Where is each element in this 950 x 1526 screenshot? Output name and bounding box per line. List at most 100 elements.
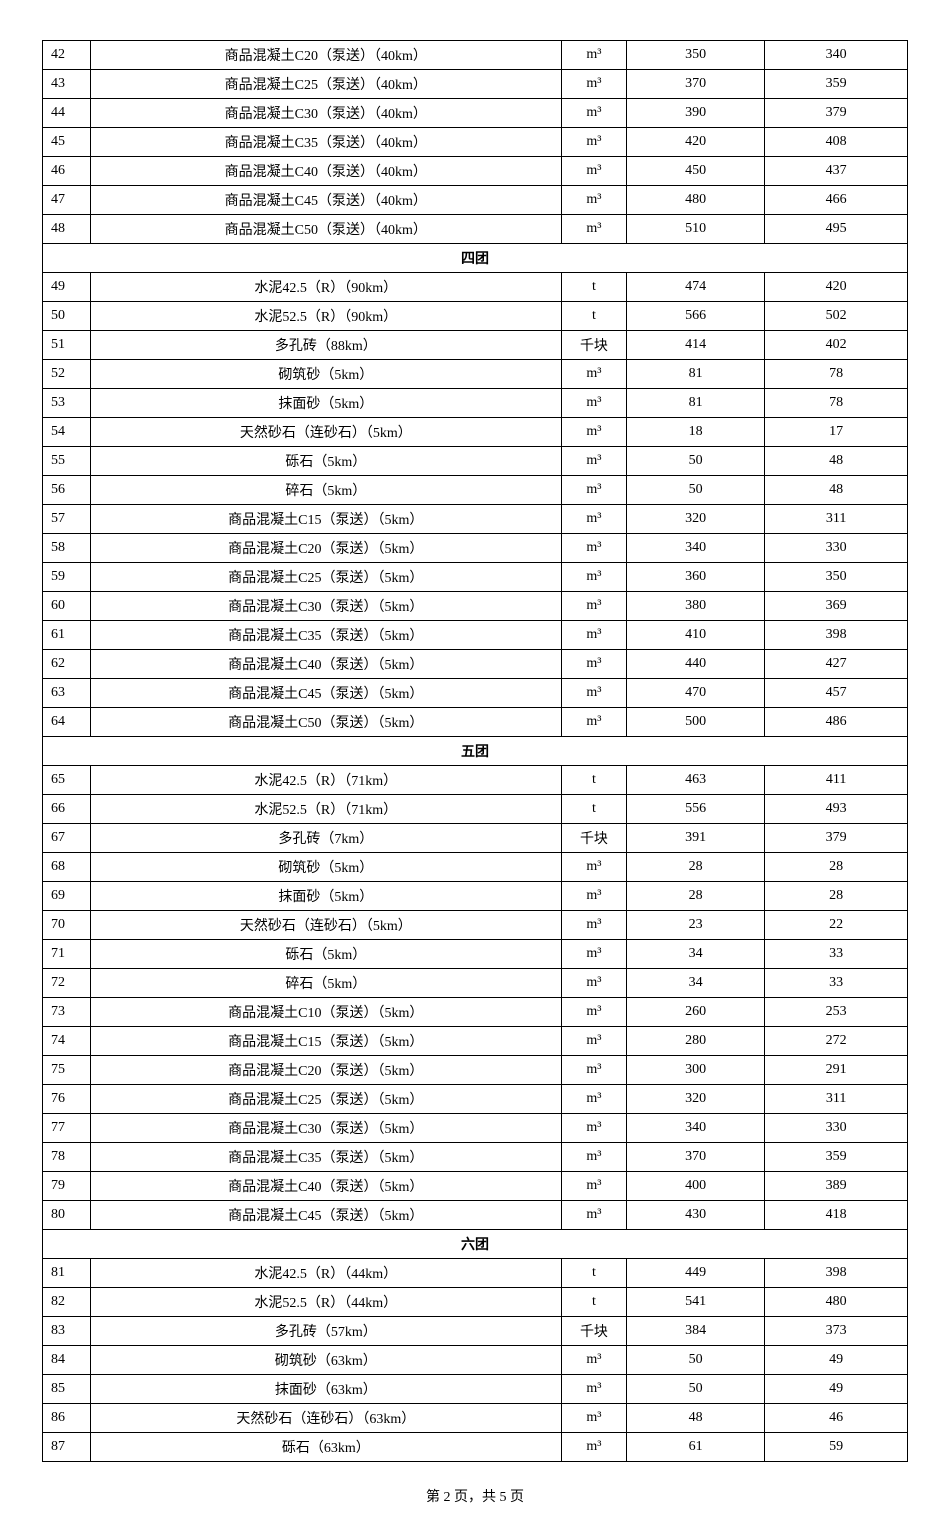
row-price1: 300: [626, 1056, 764, 1085]
row-name: 天然砂石（连砂石）（63km）: [90, 1404, 561, 1433]
row-name: 商品混凝土C35（泵送）（40km）: [90, 128, 561, 157]
table-row: 47商品混凝土C45（泵送）（40km）m³480466: [43, 186, 908, 215]
row-index: 56: [43, 476, 91, 505]
row-index: 86: [43, 1404, 91, 1433]
table-row: 51多孔砖（88km）千块414402: [43, 331, 908, 360]
row-name: 商品混凝土C30（泵送）（5km）: [90, 592, 561, 621]
table-row: 60商品混凝土C30（泵送）（5km）m³380369: [43, 592, 908, 621]
row-price2: 408: [765, 128, 908, 157]
row-price2: 379: [765, 99, 908, 128]
row-index: 64: [43, 708, 91, 737]
row-name: 商品混凝土C15（泵送）（5km）: [90, 1027, 561, 1056]
row-price2: 48: [765, 476, 908, 505]
table-row: 45商品混凝土C35（泵送）（40km）m³420408: [43, 128, 908, 157]
row-name: 商品混凝土C20（泵送）（5km）: [90, 1056, 561, 1085]
table-row: 49水泥42.5（R）（90km）t474420: [43, 273, 908, 302]
row-name: 多孔砖（88km）: [90, 331, 561, 360]
table-row: 65水泥42.5（R）（71km）t463411: [43, 766, 908, 795]
row-price2: 420: [765, 273, 908, 302]
row-price2: 330: [765, 534, 908, 563]
row-price2: 359: [765, 1143, 908, 1172]
row-unit: m³: [562, 70, 627, 99]
row-price2: 28: [765, 882, 908, 911]
row-index: 50: [43, 302, 91, 331]
row-name: 商品混凝土C20（泵送）（5km）: [90, 534, 561, 563]
row-unit: m³: [562, 621, 627, 650]
row-unit: m³: [562, 1056, 627, 1085]
row-name: 商品混凝土C25（泵送）（5km）: [90, 563, 561, 592]
row-name: 商品混凝土C25（泵送）（5km）: [90, 1085, 561, 1114]
row-name: 砾石（5km）: [90, 940, 561, 969]
row-unit: m³: [562, 882, 627, 911]
row-price2: 359: [765, 70, 908, 99]
row-unit: m³: [562, 215, 627, 244]
row-name: 商品混凝土C40（泵送）（40km）: [90, 157, 561, 186]
table-row: 63商品混凝土C45（泵送）（5km）m³470457: [43, 679, 908, 708]
row-unit: 千块: [562, 824, 627, 853]
row-price2: 28: [765, 853, 908, 882]
section-title: 四团: [43, 244, 908, 273]
row-unit: t: [562, 273, 627, 302]
row-unit: m³: [562, 1201, 627, 1230]
row-name: 商品混凝土C15（泵送）（5km）: [90, 505, 561, 534]
row-unit: m³: [562, 1172, 627, 1201]
row-price1: 400: [626, 1172, 764, 1201]
table-row: 67多孔砖（7km）千块391379: [43, 824, 908, 853]
row-price1: 50: [626, 1375, 764, 1404]
row-index: 45: [43, 128, 91, 157]
row-index: 49: [43, 273, 91, 302]
table-row: 56碎石（5km）m³5048: [43, 476, 908, 505]
table-row: 87砾石（63km）m³6159: [43, 1433, 908, 1462]
row-price2: 49: [765, 1346, 908, 1375]
row-price1: 566: [626, 302, 764, 331]
row-price1: 81: [626, 360, 764, 389]
row-price2: 495: [765, 215, 908, 244]
row-name: 商品混凝土C25（泵送）（40km）: [90, 70, 561, 99]
row-price1: 340: [626, 1114, 764, 1143]
row-index: 63: [43, 679, 91, 708]
section-title: 五团: [43, 737, 908, 766]
row-price2: 330: [765, 1114, 908, 1143]
row-name: 水泥52.5（R）（90km）: [90, 302, 561, 331]
row-price2: 493: [765, 795, 908, 824]
row-name: 商品混凝土C45（泵送）（5km）: [90, 679, 561, 708]
row-name: 商品混凝土C10（泵送）（5km）: [90, 998, 561, 1027]
table-row: 73商品混凝土C10（泵送）（5km）m³260253: [43, 998, 908, 1027]
row-name: 水泥42.5（R）（44km）: [90, 1259, 561, 1288]
row-unit: m³: [562, 447, 627, 476]
row-name: 商品混凝土C30（泵送）（5km）: [90, 1114, 561, 1143]
table-row: 59商品混凝土C25（泵送）（5km）m³360350: [43, 563, 908, 592]
row-price1: 50: [626, 1346, 764, 1375]
table-row: 61商品混凝土C35（泵送）（5km）m³410398: [43, 621, 908, 650]
row-unit: 千块: [562, 1317, 627, 1346]
row-name: 天然砂石（连砂石）（5km）: [90, 911, 561, 940]
row-name: 商品混凝土C35（泵送）（5km）: [90, 1143, 561, 1172]
row-index: 46: [43, 157, 91, 186]
row-price2: 78: [765, 389, 908, 418]
row-unit: m³: [562, 41, 627, 70]
row-unit: 千块: [562, 331, 627, 360]
row-price1: 391: [626, 824, 764, 853]
table-row: 84砌筑砂（63km）m³5049: [43, 1346, 908, 1375]
row-unit: m³: [562, 1433, 627, 1462]
table-row: 68砌筑砂（5km）m³2828: [43, 853, 908, 882]
table-row: 48商品混凝土C50（泵送）（40km）m³510495: [43, 215, 908, 244]
pricing-table: 42商品混凝土C20（泵送）（40km）m³35034043商品混凝土C25（泵…: [42, 40, 908, 1462]
row-name: 商品混凝土C45（泵送）（40km）: [90, 186, 561, 215]
row-price1: 370: [626, 70, 764, 99]
row-price1: 410: [626, 621, 764, 650]
row-index: 87: [43, 1433, 91, 1462]
table-row: 81水泥42.5（R）（44km）t449398: [43, 1259, 908, 1288]
row-index: 47: [43, 186, 91, 215]
row-index: 59: [43, 563, 91, 592]
row-index: 53: [43, 389, 91, 418]
row-price2: 291: [765, 1056, 908, 1085]
row-unit: m³: [562, 99, 627, 128]
row-price1: 449: [626, 1259, 764, 1288]
table-row: 57商品混凝土C15（泵送）（5km）m³320311: [43, 505, 908, 534]
table-row: 55砾石（5km）m³5048: [43, 447, 908, 476]
row-unit: m³: [562, 708, 627, 737]
row-price1: 340: [626, 534, 764, 563]
row-price1: 463: [626, 766, 764, 795]
row-unit: m³: [562, 389, 627, 418]
